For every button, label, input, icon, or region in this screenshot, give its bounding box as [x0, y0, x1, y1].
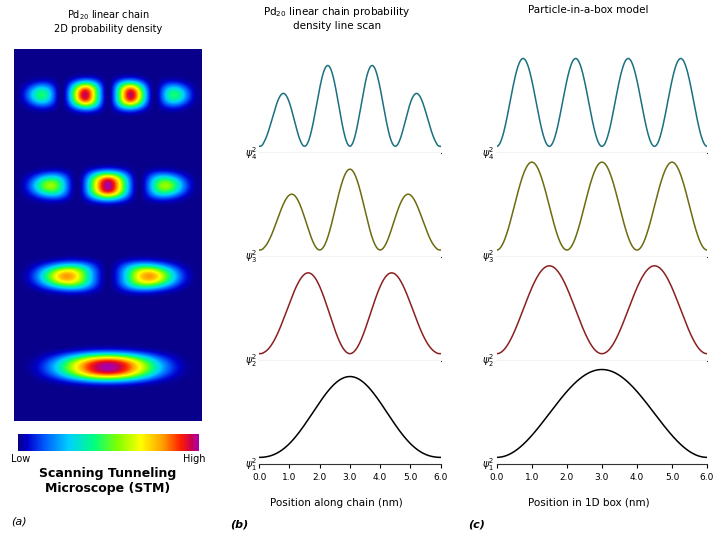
Text: $\psi_4^2$: $\psi_4^2$	[245, 145, 257, 162]
Text: Scanning Tunneling
Microscope (STM): Scanning Tunneling Microscope (STM)	[40, 467, 176, 495]
Text: $\psi_2^2$: $\psi_2^2$	[245, 352, 257, 369]
Text: (a): (a)	[11, 516, 27, 526]
Text: Particle-in-a-box model: Particle-in-a-box model	[528, 5, 649, 16]
Text: $\psi_4^2$: $\psi_4^2$	[482, 145, 495, 162]
Text: $\psi_1^2$: $\psi_1^2$	[482, 456, 495, 473]
Text: Position along chain (nm): Position along chain (nm)	[270, 497, 403, 508]
Text: Pd$_{20}$ linear chain probability
density line scan: Pd$_{20}$ linear chain probability densi…	[263, 5, 410, 31]
Text: Pd$_{20}$ linear chain
2D probability density: Pd$_{20}$ linear chain 2D probability de…	[54, 8, 162, 33]
Text: $\psi_3^2$: $\psi_3^2$	[482, 248, 495, 266]
Text: $\psi_1^2$: $\psi_1^2$	[245, 456, 257, 473]
Text: High: High	[183, 454, 205, 464]
Text: Position in 1D box (nm): Position in 1D box (nm)	[528, 497, 649, 508]
Text: (c): (c)	[468, 519, 485, 529]
Text: $\psi_3^2$: $\psi_3^2$	[245, 248, 257, 266]
Text: (b): (b)	[230, 519, 248, 529]
Text: $\psi_2^2$: $\psi_2^2$	[482, 352, 495, 369]
Text: Low: Low	[11, 454, 30, 464]
